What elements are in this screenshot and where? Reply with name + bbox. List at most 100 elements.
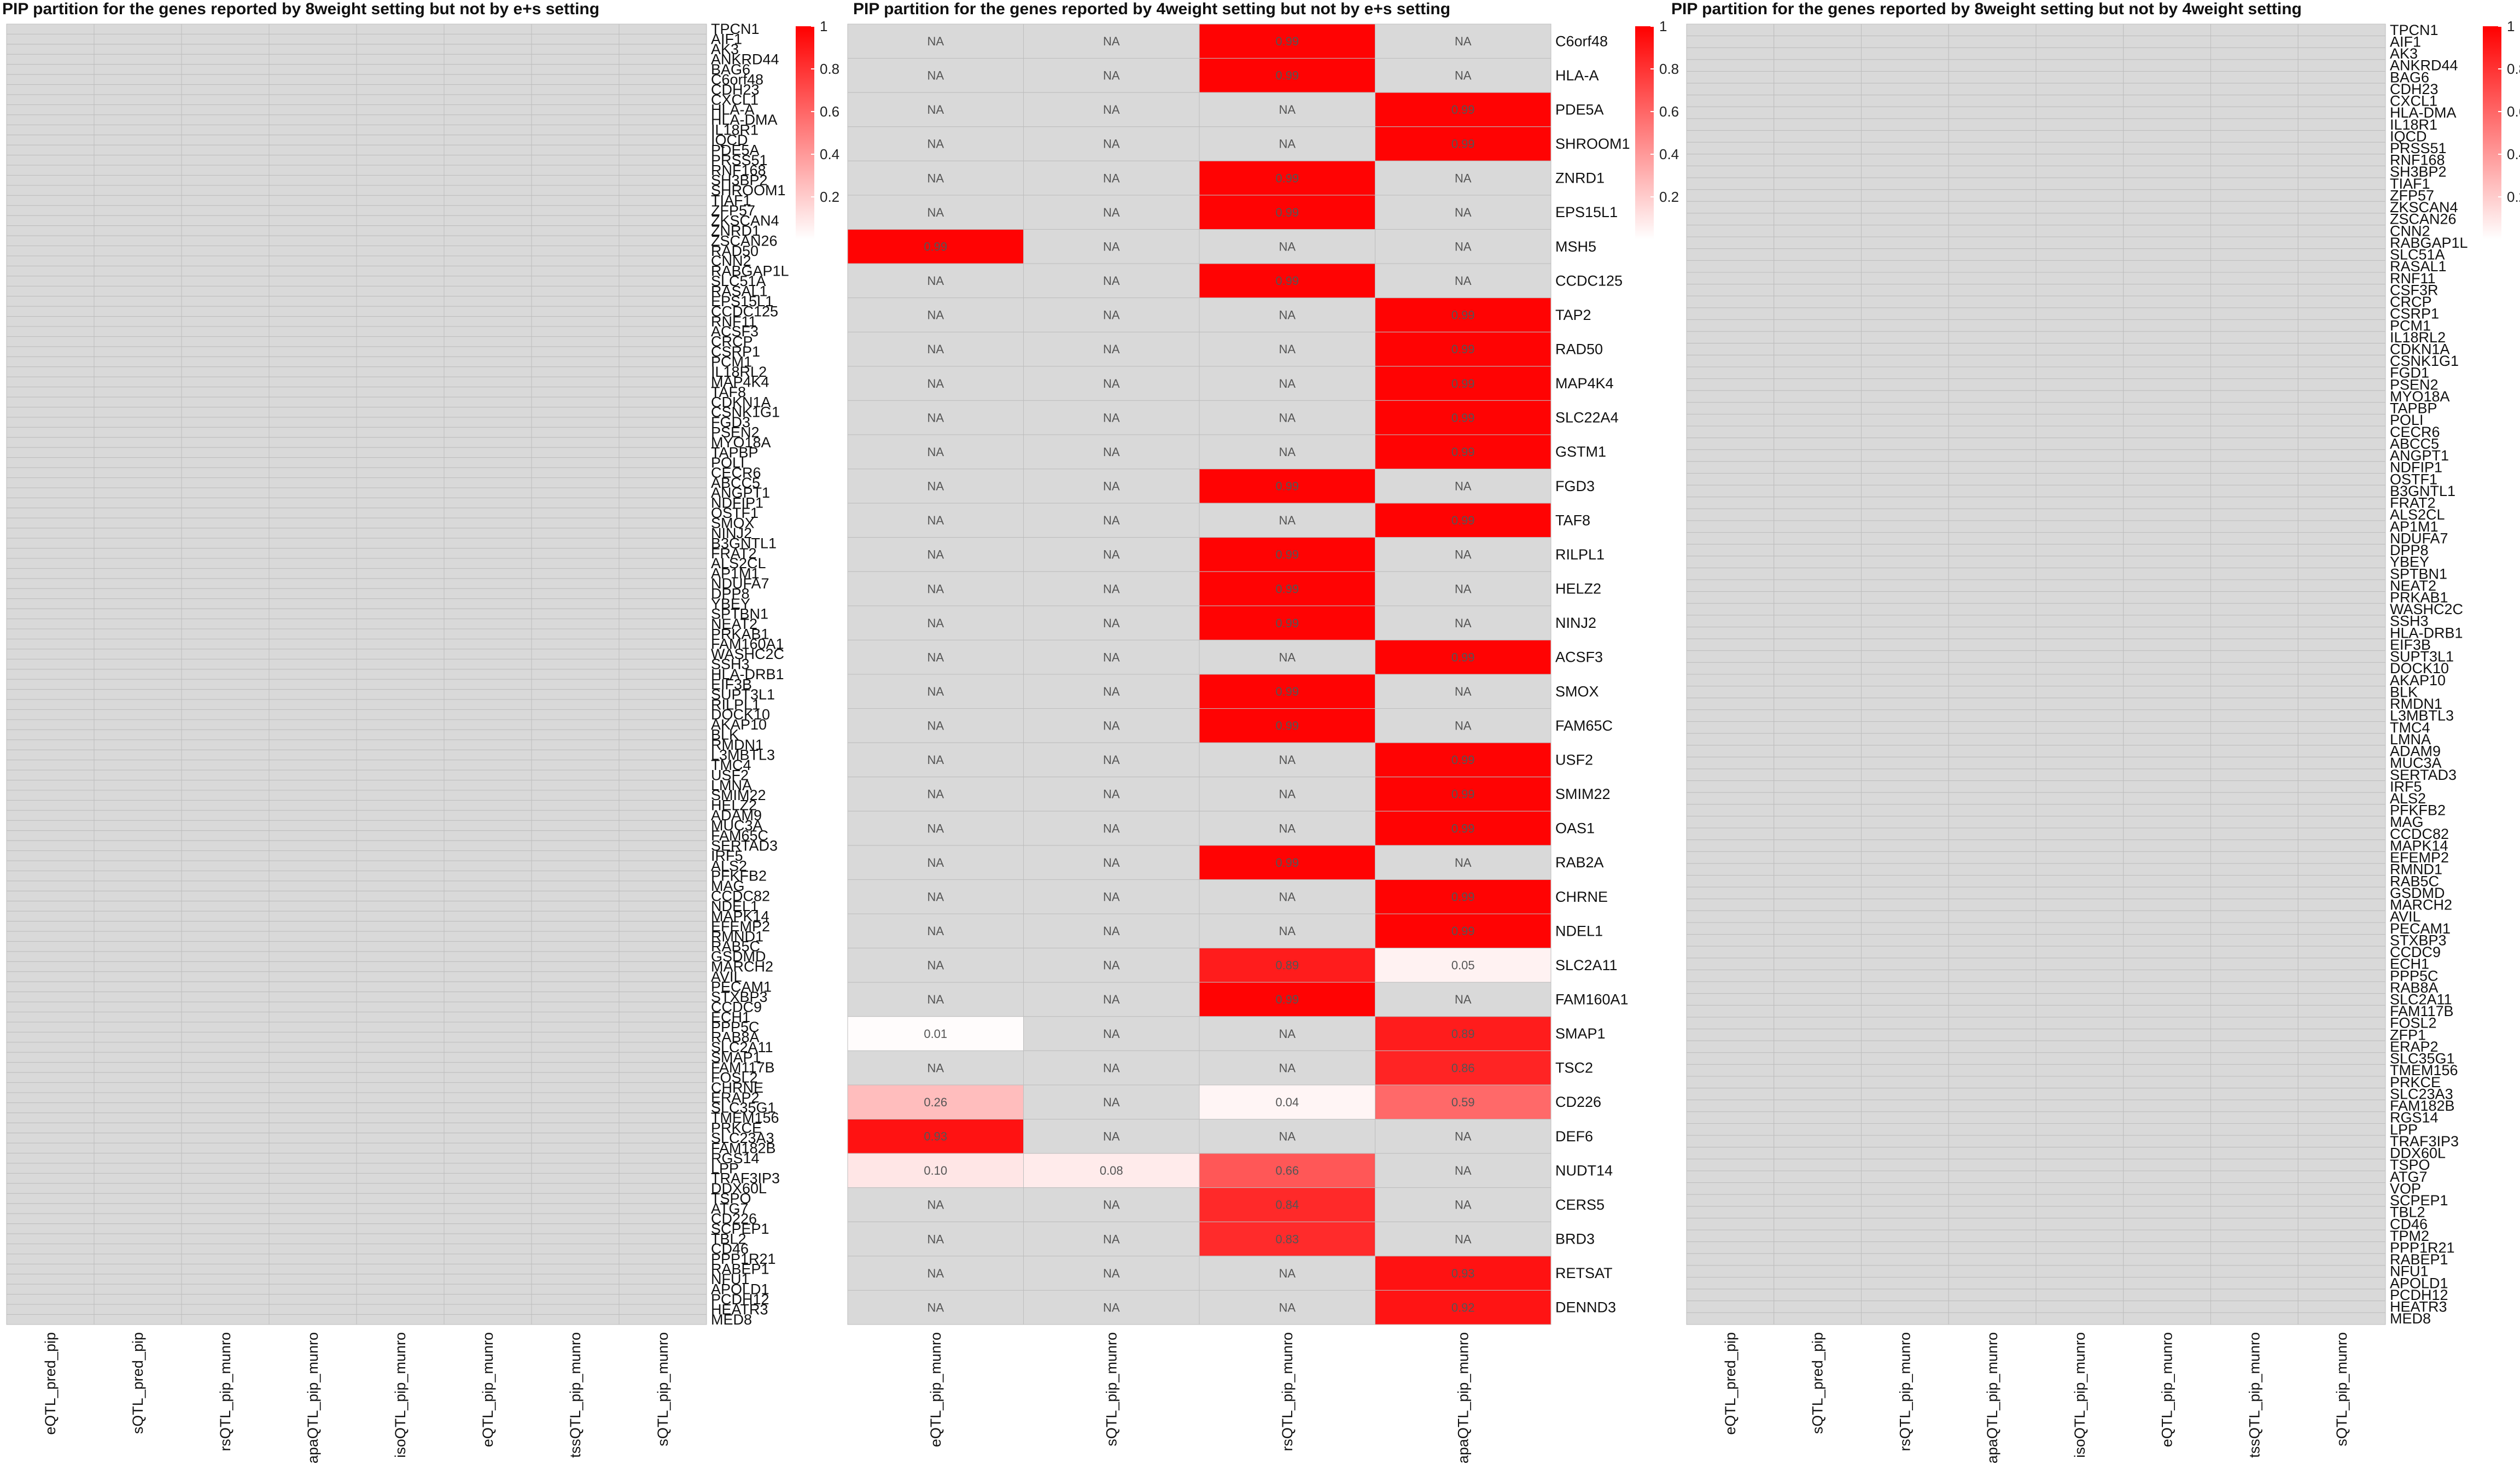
heatmap-cell <box>181 1274 270 1285</box>
row-label: CNN2 <box>711 253 751 269</box>
heatmap-cell <box>1948 946 2037 959</box>
heatmap-cell <box>531 598 620 609</box>
cell-value-label: NA <box>1103 206 1120 219</box>
heatmap-cell <box>531 135 620 145</box>
heatmap-cell <box>2210 638 2299 651</box>
heatmap-cell <box>1861 118 1949 131</box>
heatmap-cell <box>2210 686 2299 698</box>
heatmap-cell <box>269 769 357 781</box>
heatmap-cell <box>619 679 707 690</box>
panel-title: PIP partition for the genes reported by … <box>853 0 1450 18</box>
heatmap-cell <box>2123 343 2211 355</box>
heatmap-cell <box>2297 863 2386 876</box>
heatmap-cell <box>2210 307 2299 320</box>
heatmap-cell <box>619 205 707 216</box>
heatmap-cell <box>2123 875 2211 888</box>
row-label: TMC4 <box>711 757 751 773</box>
heatmap-cell <box>1774 1312 1862 1325</box>
heatmap-cell <box>1948 95 2037 107</box>
heatmap-cell <box>2210 756 2299 769</box>
heatmap-cell <box>1686 1288 1775 1302</box>
heatmap-cell <box>356 1062 445 1073</box>
cell-value-label: NA <box>1103 137 1120 151</box>
heatmap-cell <box>531 850 620 861</box>
heatmap-cell <box>1023 742 1200 778</box>
heatmap-cell <box>444 901 532 912</box>
heatmap-cell <box>6 991 95 1002</box>
heatmap-cell <box>531 165 620 176</box>
heatmap-cell <box>2123 1029 2211 1041</box>
row-label: FAM117B <box>711 1059 775 1076</box>
cell-value-label: NA <box>1279 753 1296 767</box>
heatmap-cell <box>2210 697 2299 710</box>
heatmap-cell <box>531 366 620 377</box>
heatmap-cell <box>1948 969 2037 982</box>
heatmap-cell <box>1948 603 2037 616</box>
heatmap-cell <box>2210 839 2299 852</box>
heatmap-cell <box>269 306 357 317</box>
heatmap-cell <box>531 669 620 680</box>
heatmap-cell <box>356 1082 445 1093</box>
heatmap-cell <box>619 1072 707 1083</box>
heatmap-cell <box>1375 1187 1551 1222</box>
heatmap-cell <box>356 497 445 509</box>
heatmap-cell <box>1686 875 1775 888</box>
heatmap-cell <box>444 709 532 720</box>
row-label: GSTM1 <box>1555 444 1606 460</box>
heatmap-cell <box>181 44 270 55</box>
heatmap-cell <box>356 417 445 428</box>
heatmap-cell <box>1686 366 1775 380</box>
heatmap-cell <box>1861 106 1949 119</box>
cell-value-label: NA <box>927 137 944 151</box>
heatmap-cell <box>181 709 270 720</box>
heatmap-cell <box>2297 827 2386 841</box>
heatmap-cell <box>1861 1170 1949 1183</box>
heatmap-cell <box>6 54 95 65</box>
heatmap-cell <box>1774 1099 1862 1112</box>
heatmap-cell <box>2210 1147 2299 1159</box>
heatmap-cell <box>444 457 532 468</box>
heatmap-cell <box>181 961 270 972</box>
heatmap-cell <box>269 84 357 95</box>
heatmap-cell <box>531 1274 620 1285</box>
heatmap-cell <box>94 1183 182 1194</box>
heatmap-cell <box>94 296 182 307</box>
heatmap-cell <box>356 1142 445 1154</box>
heatmap-cell <box>619 850 707 861</box>
heatmap-cell <box>444 508 532 518</box>
heatmap-cell <box>1774 756 1862 769</box>
row-label: TRAF3IP3 <box>2390 1133 2459 1150</box>
heatmap-cell <box>1375 126 1551 161</box>
heatmap-cell <box>619 155 707 166</box>
heatmap-cell <box>6 124 95 136</box>
heatmap-cell <box>356 124 445 136</box>
heatmap-cell <box>2123 497 2211 509</box>
heatmap-cell <box>6 1314 95 1325</box>
row-label: NDUFA7 <box>711 575 769 592</box>
heatmap-cell <box>444 991 532 1002</box>
column-label: eQTL_pip_munro <box>2159 1332 2175 1447</box>
heatmap-cell <box>619 1163 707 1174</box>
heatmap-cell <box>2123 851 2211 864</box>
heatmap-cell <box>619 931 707 942</box>
heatmap-cell <box>444 205 532 216</box>
heatmap-cell <box>269 638 357 650</box>
heatmap-cell <box>6 366 95 377</box>
row-label: AIF1 <box>2390 33 2421 50</box>
heatmap-cell <box>2035 24 2124 37</box>
heatmap-cell <box>269 24 357 34</box>
heatmap-cell <box>181 124 270 136</box>
heatmap-cell <box>1199 263 1375 299</box>
cell-value-label: NA <box>1279 1130 1296 1144</box>
heatmap-cell <box>619 558 707 569</box>
heatmap-cell <box>444 296 532 307</box>
heatmap-cell <box>531 255 620 266</box>
heatmap-cell <box>531 971 620 982</box>
heatmap-cell <box>1861 827 1949 841</box>
row-label: POLI <box>711 454 745 471</box>
heatmap-cell <box>444 306 532 317</box>
heatmap-cell <box>1686 591 1775 604</box>
heatmap-cell <box>531 1314 620 1325</box>
panel-8weight-vs-4weight: PIP partition for the genes reported by … <box>1671 0 2520 1463</box>
heatmap-cell <box>356 870 445 882</box>
